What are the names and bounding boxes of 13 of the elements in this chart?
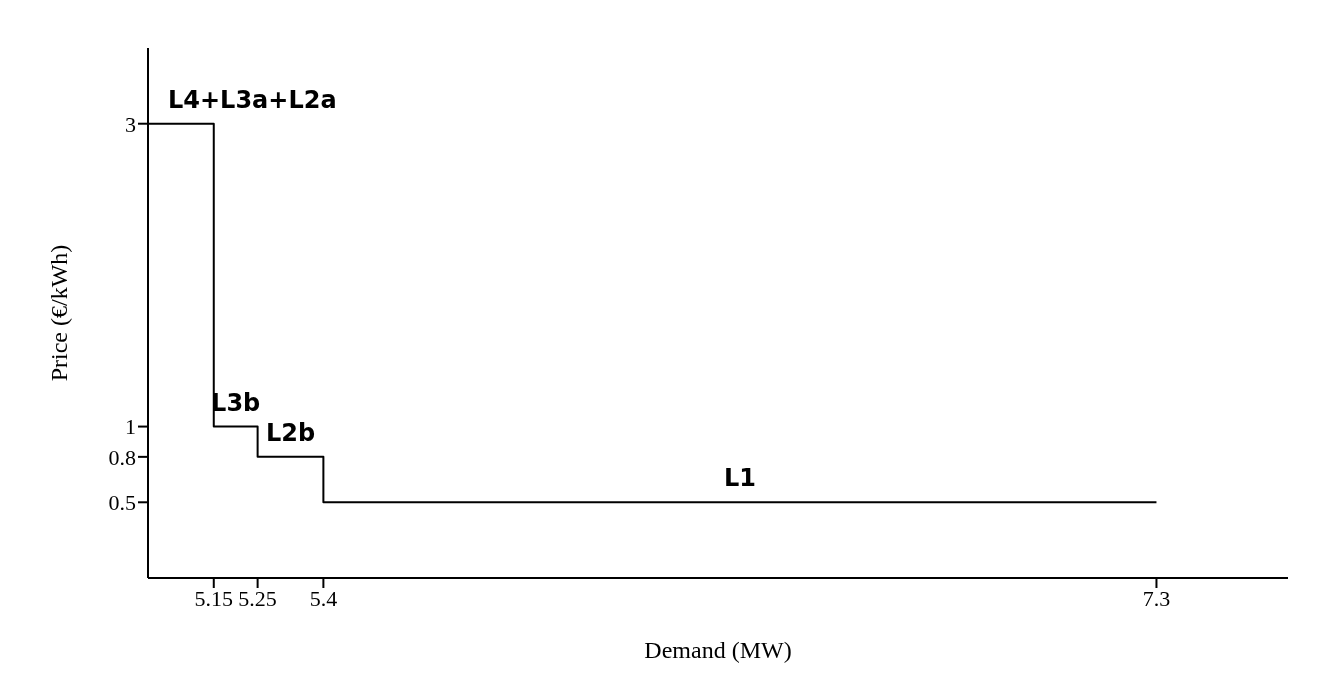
x-tick-label: 5.4 — [309, 585, 338, 611]
annotation: L1 — [723, 464, 756, 493]
y-tick-label: 3 — [125, 111, 136, 137]
x-tick-label: 5.25 — [238, 585, 277, 611]
x-tick-label: 5.15 — [194, 585, 234, 611]
x-axis-title: Demand (MW) — [644, 637, 792, 663]
annotation: L2b — [265, 418, 316, 447]
y-tick-label: 0.5 — [108, 490, 136, 516]
x-tick-label: 7.3 — [1142, 585, 1171, 611]
y-tick-label: 1 — [125, 414, 136, 440]
annotation: L4+L3a+L2a — [168, 85, 337, 114]
y-axis-title: Price (€/kWh) — [45, 244, 72, 382]
y-tick-label: 0.8 — [108, 444, 136, 470]
